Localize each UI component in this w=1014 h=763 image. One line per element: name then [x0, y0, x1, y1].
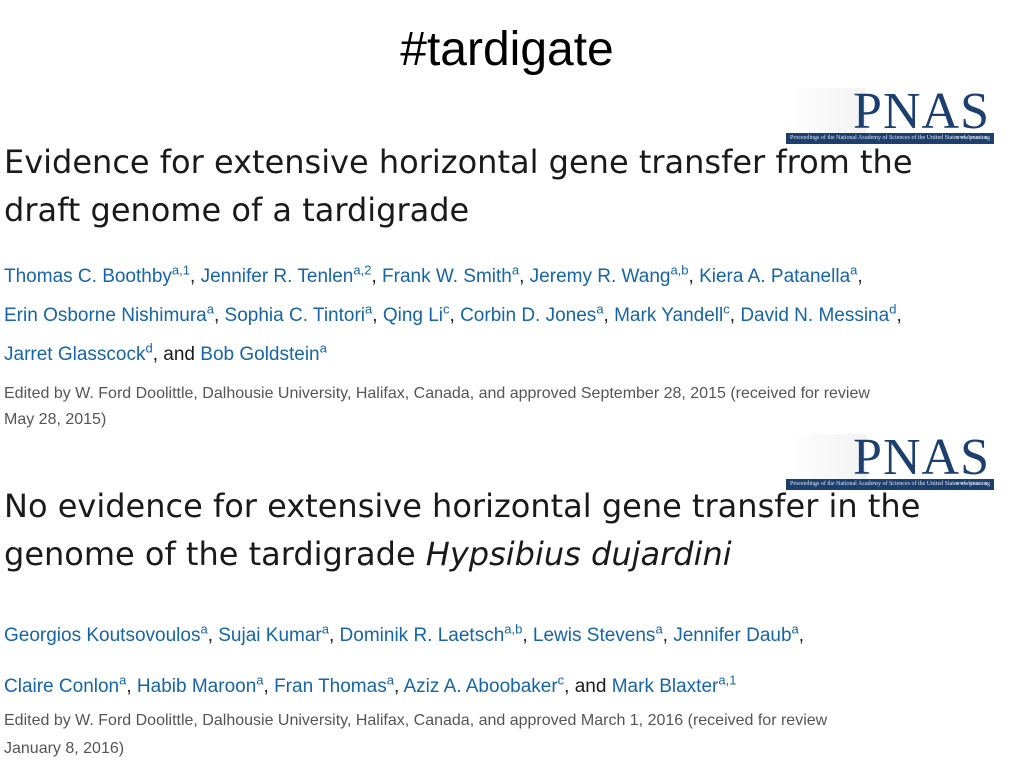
affiliation-marker[interactable]: a — [200, 621, 208, 637]
affiliation-marker[interactable]: d — [145, 340, 153, 356]
pnas-logo-caption-text: Proceedings of the National Academy of S… — [790, 481, 988, 487]
author-link[interactable]: Sophia C. Tintori — [224, 305, 366, 326]
author-link[interactable]: Jennifer Daub — [673, 625, 792, 646]
affiliation-marker[interactable]: a — [119, 672, 127, 688]
edited-by-line: January 8, 2016) — [4, 740, 125, 757]
author-link[interactable]: Jarret Glasscock — [4, 344, 146, 365]
author-separator: , — [729, 305, 741, 326]
author-link[interactable]: Jeremy R. Wang — [529, 266, 671, 287]
author-line: Thomas C. Boothbya,1, Jennifer R. Tenlen… — [4, 257, 1009, 296]
author-link[interactable]: Fran Thomas — [274, 676, 387, 697]
affiliation-marker[interactable]: a,1 — [718, 672, 737, 688]
affiliation-marker[interactable]: c — [557, 672, 565, 688]
author-separator: , — [519, 266, 530, 287]
author-separator: , — [688, 266, 700, 287]
author-separator: , — [328, 625, 340, 646]
author-list: Georgios Koutsovoulosa, Sujai Kumara, Do… — [4, 610, 1009, 712]
author-separator: , and — [152, 344, 201, 365]
affiliation-marker[interactable]: a,2 — [353, 262, 372, 278]
paper-title-line: genome of the tardigrade Hypsibius dujar… — [4, 530, 1004, 578]
affiliation-marker[interactable]: d — [889, 301, 897, 317]
affiliation-marker[interactable]: a — [850, 262, 858, 278]
author-separator: , — [213, 305, 225, 326]
author-line: Georgios Koutsovoulosa, Sujai Kumara, Do… — [4, 610, 1009, 661]
author-separator: , — [449, 305, 461, 326]
pnas-logo: PNAS Proceedings of the National Academy… — [786, 84, 994, 144]
author-link[interactable]: Mark Blaxter — [611, 676, 719, 697]
pnas-logo-letters: PNAS — [853, 83, 990, 140]
author-line: Erin Osborne Nishimuraa, Sophia C. Tinto… — [4, 296, 1009, 335]
author-link[interactable]: Claire Conlon — [4, 676, 120, 697]
affiliation-marker[interactable]: c — [443, 301, 450, 317]
author-line: Claire Conlona, Habib Maroona, Fran Thom… — [4, 661, 1009, 712]
edited-by-line: May 28, 2015) — [4, 411, 107, 428]
slide-title: #tardigate — [400, 23, 614, 76]
author-separator: , — [896, 305, 902, 326]
pnas-logo: PNAS Proceedings of the National Academy… — [786, 430, 994, 490]
author-link[interactable]: Erin Osborne Nishimura — [4, 305, 207, 326]
edited-by-line: Edited by W. Ford Doolittle, Dalhousie U… — [4, 712, 828, 729]
pnas-logo-caption: Proceedings of the National Academy of S… — [786, 133, 994, 144]
pnas-logo-caption-text: Proceedings of the National Academy of S… — [790, 135, 988, 141]
author-link[interactable]: Kiera A. Patanella — [699, 266, 851, 287]
author-separator: , — [393, 676, 404, 697]
author-separator: , — [798, 625, 805, 646]
author-list: Thomas C. Boothbya,1, Jennifer R. Tenlen… — [4, 257, 1009, 374]
pnas-logo-url: www.pnas.org — [955, 135, 991, 141]
author-separator: , — [190, 266, 201, 287]
author-separator: , — [126, 676, 137, 697]
author-separator: , — [372, 305, 383, 326]
edited-by-note: Edited by W. Ford Doolittle, Dalhousie U… — [4, 707, 1014, 763]
author-link[interactable]: Dominik R. Laetsch — [339, 625, 505, 646]
affiliation-marker[interactable]: a — [321, 621, 329, 637]
author-separator: , — [263, 676, 275, 697]
affiliation-marker[interactable]: a,1 — [171, 262, 190, 278]
author-link[interactable]: Thomas C. Boothby — [4, 266, 172, 287]
author-separator: , — [522, 625, 533, 646]
pnas-logo-url: www.pnas.org — [955, 481, 991, 487]
paper-title-line: draft genome of a tardigrade — [4, 191, 470, 229]
affiliation-marker[interactable]: a — [511, 262, 520, 278]
author-separator: , — [662, 625, 674, 646]
author-line: Jarret Glasscockd, and Bob Goldsteina — [4, 335, 1009, 374]
author-separator: , — [371, 266, 383, 287]
affiliation-marker[interactable]: a — [256, 672, 264, 688]
pnas-logo-letters: PNAS — [853, 429, 990, 486]
author-link[interactable]: Habib Maroon — [136, 676, 257, 697]
author-link[interactable]: Corbin D. Jones — [460, 305, 597, 326]
paper-title: Evidence for extensive horizontal gene t… — [4, 138, 1004, 234]
affiliation-marker[interactable]: a — [319, 340, 327, 356]
paper-title-line: No evidence for extensive horizontal gen… — [4, 487, 921, 525]
author-link[interactable]: Frank W. Smith — [382, 266, 512, 287]
affiliation-marker[interactable]: a — [655, 621, 663, 637]
affiliation-marker[interactable]: c — [723, 301, 730, 317]
author-separator: , — [603, 305, 615, 326]
affiliation-marker[interactable]: a — [386, 672, 394, 688]
affiliation-marker[interactable]: a — [596, 301, 604, 317]
author-separator: , — [857, 266, 863, 287]
affiliation-marker[interactable]: a,b — [504, 621, 523, 637]
author-link[interactable]: Aziz A. Aboobaker — [403, 676, 558, 697]
author-link[interactable]: David N. Messina — [740, 305, 890, 326]
edited-by-line: Edited by W. Ford Doolittle, Dalhousie U… — [4, 385, 870, 402]
author-link[interactable]: Bob Goldstein — [200, 344, 320, 365]
affiliation-marker[interactable]: a,b — [670, 262, 689, 278]
paper-title: No evidence for extensive horizontal gen… — [4, 482, 1004, 578]
affiliation-marker[interactable]: a — [365, 301, 373, 317]
author-separator: , and — [564, 676, 612, 697]
author-link[interactable]: Mark Yandell — [614, 305, 724, 326]
affiliation-marker[interactable]: a — [791, 621, 799, 637]
author-link[interactable]: Qing Li — [382, 305, 444, 326]
author-separator: , — [207, 625, 219, 646]
paper-title-line: Evidence for extensive horizontal gene t… — [4, 143, 913, 181]
author-link[interactable]: Sujai Kumar — [218, 625, 322, 646]
author-link[interactable]: Lewis Stevens — [532, 625, 656, 646]
edited-by-note: Edited by W. Ford Doolittle, Dalhousie U… — [4, 381, 1014, 433]
paper-title-text: genome of the tardigrade — [4, 535, 426, 573]
species-name: Hypsibius dujardini — [425, 535, 732, 573]
pnas-logo-caption: Proceedings of the National Academy of S… — [786, 479, 994, 490]
affiliation-marker[interactable]: a — [206, 301, 214, 317]
author-link[interactable]: Georgios Koutsovoulos — [4, 625, 201, 646]
author-link[interactable]: Jennifer R. Tenlen — [200, 266, 354, 287]
